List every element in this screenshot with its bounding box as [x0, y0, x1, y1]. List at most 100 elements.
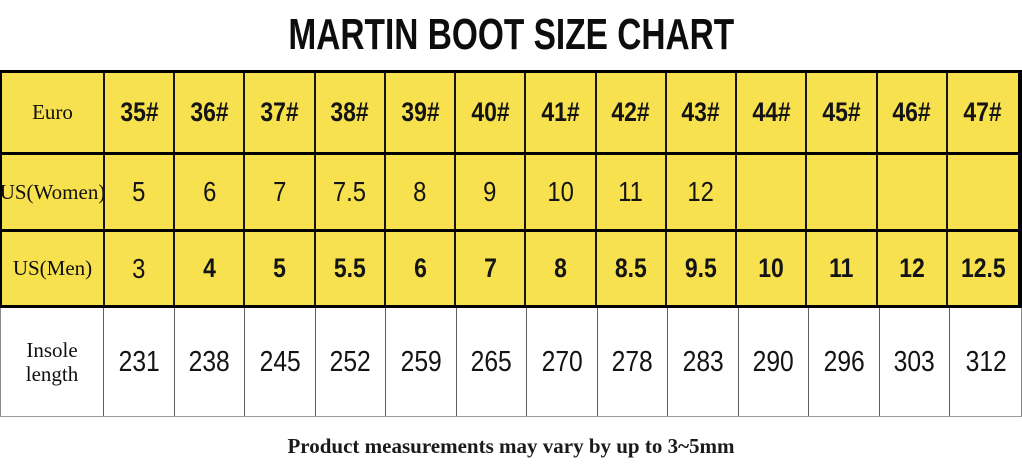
row-label-euro: Euro	[2, 73, 105, 152]
footer-bar: Product measurements may vary by up to 3…	[0, 417, 1022, 476]
size-value: 312	[965, 345, 1007, 378]
size-cell-us-men-8: 9.5	[667, 232, 738, 305]
size-cell-euro-10: 45#	[807, 73, 878, 152]
size-cell-insole-length-8: 283	[668, 308, 739, 416]
size-value: 290	[753, 345, 795, 378]
size-cell-us-men-4: 6	[386, 232, 457, 305]
size-cell-us-men-12: 12.5	[948, 232, 1018, 305]
size-value: 278	[611, 345, 654, 378]
size-cell-us-men-7: 8.5	[597, 232, 667, 305]
size-cell-euro-7: 42#	[597, 73, 667, 152]
size-value: 10	[547, 176, 574, 207]
size-value: 12	[687, 176, 715, 207]
size-cell-euro-5: 40#	[456, 73, 527, 152]
size-cell-us-women-5: 9	[456, 155, 527, 229]
footer-note: Product measurements may vary by up to 3…	[287, 434, 735, 458]
size-value: 270	[541, 345, 583, 378]
size-cell-us-women-0: 5	[105, 155, 176, 229]
table-row-us-men: US(Men) 3 4 5 5.5 6 7 8 8.5 9.5 10 11 12 12.5	[0, 232, 1022, 308]
size-cell-euro-3: 38#	[316, 73, 386, 152]
size-cell-us-women-2: 7	[245, 155, 316, 229]
size-value: 296	[823, 345, 865, 378]
size-cell-us-women-10	[807, 155, 878, 229]
size-cell-us-women-12	[948, 155, 1018, 229]
size-value: 238	[188, 345, 230, 378]
table-row-euro: Euro 35# 36# 37# 38# 39# 40# 41# 42# 43# 44# 45# 46#…	[0, 73, 1022, 155]
size-value: 231	[118, 345, 160, 378]
row-label-us-women: US(Women)	[2, 155, 105, 229]
page-title: MARTIN BOOT SIZE CHART	[288, 10, 734, 59]
size-cell-insole-length-11: 303	[880, 308, 951, 416]
size-value: 46#	[892, 97, 931, 127]
row-label-insole-length: Insole length	[1, 308, 104, 416]
size-value: 6	[202, 176, 216, 207]
size-value: 7	[272, 176, 287, 207]
size-value: 8.5	[614, 253, 647, 283]
size-value: 7	[483, 253, 497, 283]
size-value: 6	[413, 253, 427, 283]
size-value: 252	[329, 345, 371, 378]
size-value: 8	[413, 176, 427, 207]
table-row-us-women: US(Women) 5 6 7 7.5 8 9 10 11 12	[0, 155, 1022, 232]
size-value: 5.5	[333, 253, 366, 283]
size-cell-us-women-4: 8	[386, 155, 457, 229]
size-chart-table: Euro 35# 36# 37# 38# 39# 40# 41# 42# 43# 44# 45# 46#…	[0, 70, 1022, 417]
size-value: 44#	[752, 97, 791, 127]
table-row-insole-length: Insole length 231 238 245 252 259 265 270 278 283…	[0, 308, 1022, 417]
size-cell-us-women-9	[737, 155, 808, 229]
size-value: 36#	[190, 97, 229, 127]
title-bar: MARTIN BOOT SIZE CHART	[0, 0, 1022, 70]
size-cell-us-men-1: 4	[175, 232, 246, 305]
size-cell-us-women-11	[878, 155, 948, 229]
size-value: 40#	[471, 97, 510, 127]
size-cell-us-men-6: 8	[526, 232, 597, 305]
size-cell-insole-length-7: 278	[598, 308, 669, 416]
size-value: 9	[483, 176, 497, 207]
size-cell-insole-length-6: 270	[527, 308, 598, 416]
size-cell-us-women-3: 7.5	[316, 155, 386, 229]
size-value: 37#	[260, 97, 299, 127]
size-value: 11	[618, 176, 644, 207]
size-cell-us-men-2: 5	[245, 232, 316, 305]
size-cell-euro-12: 47#	[948, 73, 1018, 152]
size-cell-euro-1: 36#	[175, 73, 246, 152]
size-cell-us-men-3: 5.5	[316, 232, 386, 305]
size-value: 39#	[400, 97, 440, 127]
size-value: 38#	[330, 97, 369, 127]
size-cell-us-men-11: 12	[878, 232, 948, 305]
size-value: 35#	[119, 97, 159, 127]
size-value: 11	[829, 253, 854, 283]
size-value: 9.5	[684, 253, 717, 283]
size-cell-euro-0: 35#	[105, 73, 176, 152]
size-cell-insole-length-12: 312	[950, 308, 1021, 416]
size-cell-euro-4: 39#	[386, 73, 457, 152]
size-cell-insole-length-4: 259	[386, 308, 457, 416]
row-label-us-men: US(Men)	[2, 232, 105, 305]
size-cell-euro-8: 43#	[667, 73, 738, 152]
size-value: 47#	[963, 97, 1003, 127]
size-cell-euro-6: 41#	[526, 73, 597, 152]
size-cell-insole-length-10: 296	[809, 308, 880, 416]
size-cell-us-women-7: 11	[597, 155, 667, 229]
size-cell-us-men-10: 11	[807, 232, 878, 305]
size-cell-euro-2: 37#	[245, 73, 316, 152]
size-value: 259	[400, 345, 442, 378]
size-cell-us-women-1: 6	[175, 155, 246, 229]
size-cell-insole-length-2: 245	[245, 308, 316, 416]
size-value: 5	[273, 253, 286, 283]
size-cell-insole-length-0: 231	[104, 308, 175, 416]
size-value: 283	[682, 345, 724, 378]
size-cell-insole-length-9: 290	[739, 308, 810, 416]
size-cell-us-men-9: 10	[737, 232, 808, 305]
size-value: 42#	[611, 97, 650, 127]
size-value: 245	[259, 345, 301, 378]
size-value: 3	[132, 252, 146, 284]
size-cell-insole-length-3: 252	[316, 308, 387, 416]
size-value: 4	[202, 253, 216, 283]
size-cell-insole-length-5: 265	[457, 308, 528, 416]
size-value: 41#	[541, 97, 580, 127]
size-value: 10	[758, 253, 784, 283]
size-value: 12	[898, 253, 925, 283]
size-cell-us-women-6: 10	[526, 155, 597, 229]
size-value: 43#	[681, 97, 721, 127]
